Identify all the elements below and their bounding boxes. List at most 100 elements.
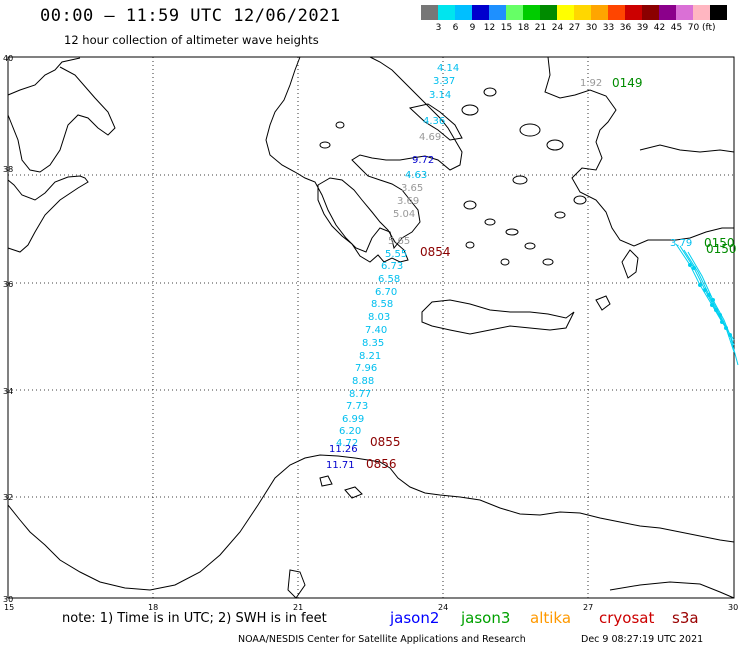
island: [463, 200, 477, 210]
peloponnese-coast: [317, 177, 409, 263]
scale-swatch: [625, 5, 642, 20]
scale-swatch: [438, 5, 455, 20]
pass-time: 0149: [612, 76, 643, 90]
swh-value: 6.99: [342, 414, 364, 425]
island: [512, 175, 528, 185]
island: [554, 211, 566, 219]
scale-swatch: [557, 5, 574, 20]
scale-swatch: [659, 5, 676, 20]
lon-label: 21: [293, 603, 303, 612]
lat-label: 36: [3, 280, 13, 289]
euboea-coast: [408, 103, 463, 141]
swh-value: 5.55: [385, 249, 407, 260]
swh-value: 5.04: [393, 209, 415, 220]
scale-label: 24: [551, 23, 564, 33]
swh-value: 6.73: [381, 261, 403, 272]
swh-value: 4.14: [437, 63, 459, 74]
scale-swatch: [523, 5, 540, 20]
scale-swatch: [540, 5, 557, 20]
island: [546, 139, 564, 151]
scale-label: 21: [534, 23, 547, 33]
karpathos-coast: [595, 295, 611, 311]
swh-value: 3.69: [397, 196, 419, 207]
italy-coast: [7, 57, 116, 173]
east-track-points: [688, 263, 732, 337]
swh-value: 4.72: [336, 438, 358, 449]
swh-value: 6.70: [375, 287, 397, 298]
scale-label: 36: [619, 23, 632, 33]
coastline: [7, 56, 735, 599]
swh-value: 3.79: [670, 238, 692, 249]
lat-label: 30: [3, 595, 13, 604]
coastal-island: [344, 486, 363, 499]
scale-label: 45: [670, 23, 683, 33]
island: [319, 141, 331, 149]
pass-time: 0856: [366, 457, 397, 471]
inland-lake: [287, 569, 306, 599]
scale-label: 3: [435, 23, 442, 33]
legend-jason3: jason3: [461, 609, 511, 627]
island: [335, 121, 345, 129]
swh-value: 11.71: [326, 460, 355, 471]
island: [483, 87, 497, 97]
lon-label: 18: [148, 603, 158, 612]
swh-value: 1.92: [580, 78, 602, 89]
scale-label: 70: [687, 23, 700, 33]
scale-label: 9: [469, 23, 476, 33]
lon-label: 27: [583, 603, 593, 612]
map-title: 00:00 – 11:59 UTC 12/06/2021: [40, 6, 341, 26]
swh-value: 8.77: [349, 389, 371, 400]
scale-label: 15: [500, 23, 513, 33]
scale-label: 12: [483, 23, 496, 33]
scale-swatch: [455, 5, 472, 20]
scale-unit: (ft): [702, 23, 716, 33]
graticule: [8, 57, 734, 598]
scale-swatch: [472, 5, 489, 20]
scale-swatch: [642, 5, 659, 20]
swh-value: 8.35: [362, 338, 384, 349]
lon-label: 24: [438, 603, 448, 612]
scale-label: 33: [602, 23, 615, 33]
island: [524, 242, 536, 250]
east-track: [675, 243, 739, 366]
island: [519, 123, 541, 137]
island: [573, 195, 587, 205]
swh-value: 7.96: [355, 363, 377, 374]
scale-label: 6: [452, 23, 459, 33]
legend-jason2: jason2: [390, 609, 440, 627]
scale-label: 18: [517, 23, 530, 33]
swh-value: 5.65: [388, 236, 410, 247]
scale-swatch: [574, 5, 591, 20]
island: [461, 104, 479, 116]
lat-label: 32: [3, 493, 13, 502]
island: [500, 258, 510, 266]
scale-swatch: [421, 5, 438, 20]
swh-value: 3.14: [429, 90, 451, 101]
wave-track: 4.14 3.37 3.14 4.36 4.69 9.72 4.63 3.65 …: [326, 63, 692, 471]
crete-coast: [421, 299, 575, 335]
island: [465, 241, 475, 249]
lat-label: 34: [3, 387, 13, 396]
swh-value: 4.69: [419, 132, 441, 143]
lon-label: 30: [728, 603, 738, 612]
greece-coast: [265, 56, 463, 253]
pass-time: 0855: [370, 435, 401, 449]
swh-value: 6.58: [378, 274, 400, 285]
lat-label: 38: [3, 165, 13, 174]
lat-label: 40: [3, 54, 13, 63]
swh-value: 8.58: [371, 299, 393, 310]
footer-org: NOAA/NESDIS Center for Satellite Applica…: [238, 634, 526, 645]
scale-label: 27: [568, 23, 581, 33]
scale-swatch: [489, 5, 506, 20]
scale-swatch: [676, 5, 693, 20]
swh-value: 8.88: [352, 376, 374, 387]
lon-label: 15: [4, 603, 14, 612]
swh-value: 8.21: [359, 351, 381, 362]
scale-label: 30: [585, 23, 598, 33]
libya-coast: [7, 454, 735, 591]
map-subtitle: 12 hour collection of altimeter wave hei…: [64, 33, 319, 47]
swh-value: 3.37: [433, 76, 455, 87]
island: [542, 258, 554, 266]
pass-time: 0150: [706, 242, 737, 256]
